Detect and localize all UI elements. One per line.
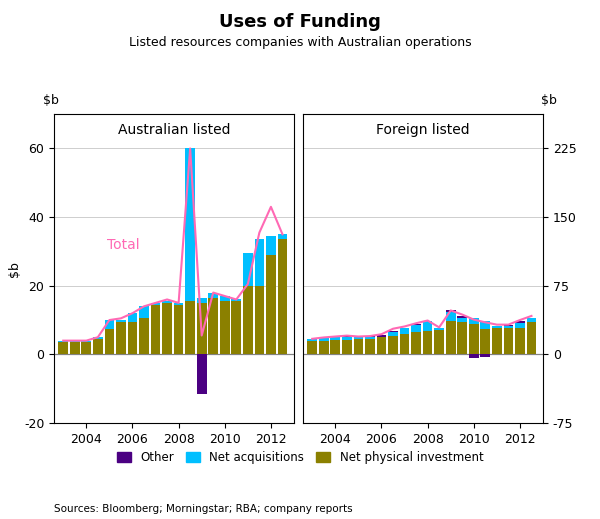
Bar (307, 340, 317, 354)
Legend: Other, Net acquisitions, Net physical investment: Other, Net acquisitions, Net physical in… (112, 446, 488, 469)
Bar (469, 324, 479, 354)
Bar (139, 306, 149, 318)
Bar (254, 286, 264, 354)
Bar (128, 322, 137, 354)
Bar (515, 321, 525, 323)
Bar (93, 339, 103, 354)
Bar (377, 336, 386, 337)
Bar (151, 303, 160, 305)
Bar (185, 301, 195, 354)
Bar (104, 329, 114, 354)
Bar (377, 335, 386, 336)
Text: Total: Total (107, 238, 139, 252)
Bar (434, 330, 444, 354)
Bar (423, 321, 433, 331)
Bar (319, 338, 329, 340)
Bar (469, 318, 479, 324)
Bar (243, 253, 253, 286)
Bar (503, 328, 513, 354)
Bar (515, 328, 525, 354)
Bar (342, 340, 352, 354)
Bar (446, 310, 455, 312)
Bar (457, 318, 467, 322)
Bar (254, 239, 264, 286)
Bar (411, 332, 421, 354)
Bar (365, 336, 375, 339)
Bar (388, 332, 398, 336)
Bar (197, 354, 206, 394)
Bar (331, 340, 340, 354)
Bar (400, 328, 409, 334)
Bar (266, 236, 276, 255)
Bar (208, 298, 218, 354)
Bar (527, 322, 536, 354)
Bar (70, 343, 80, 354)
Bar (481, 321, 490, 329)
Bar (139, 318, 149, 354)
Bar (162, 301, 172, 303)
Bar (492, 329, 502, 354)
Bar (492, 326, 502, 329)
Bar (70, 340, 80, 343)
Bar (128, 313, 137, 322)
Bar (197, 298, 206, 303)
Bar (503, 325, 513, 328)
Bar (116, 322, 126, 354)
Bar (342, 336, 352, 340)
Bar (446, 321, 455, 354)
Text: Sources: Bloomberg; Morningstar; RBA; company reports: Sources: Bloomberg; Morningstar; RBA; co… (54, 504, 353, 514)
Bar (457, 322, 467, 354)
Bar (377, 337, 386, 354)
Bar (353, 339, 363, 354)
Bar (243, 286, 253, 354)
Bar (331, 337, 340, 340)
Bar (220, 301, 230, 354)
Bar (93, 337, 103, 339)
Bar (104, 320, 114, 329)
Y-axis label: $b: $b (8, 261, 21, 277)
Text: Foreign listed: Foreign listed (376, 124, 470, 138)
Bar (174, 303, 184, 305)
Bar (174, 305, 184, 354)
Bar (197, 303, 206, 354)
Bar (365, 339, 375, 354)
Bar (469, 354, 479, 359)
Bar (278, 234, 287, 239)
Bar (481, 354, 490, 357)
Bar (116, 320, 126, 322)
Text: Australian listed: Australian listed (118, 124, 230, 138)
Bar (58, 343, 68, 354)
Bar (82, 340, 91, 343)
Bar (423, 331, 433, 354)
Bar (266, 255, 276, 354)
Bar (208, 293, 218, 298)
Text: $b: $b (43, 94, 59, 107)
Bar (278, 239, 287, 354)
Bar (457, 317, 467, 318)
Bar (220, 296, 230, 301)
Bar (434, 328, 444, 330)
Bar (319, 340, 329, 354)
Bar (388, 336, 398, 354)
Bar (307, 339, 317, 340)
Bar (58, 340, 68, 343)
Bar (232, 299, 241, 301)
Bar (481, 329, 490, 354)
Bar (446, 312, 455, 321)
Bar (353, 337, 363, 339)
Bar (232, 301, 241, 354)
Bar (411, 324, 421, 332)
Text: Listed resources companies with Australian operations: Listed resources companies with Australi… (128, 36, 472, 49)
Text: Uses of Funding: Uses of Funding (219, 13, 381, 31)
Bar (400, 334, 409, 354)
Text: $b: $b (541, 94, 557, 107)
Bar (388, 331, 398, 332)
Bar (527, 318, 536, 322)
Bar (151, 305, 160, 354)
Bar (82, 343, 91, 354)
Bar (185, 148, 195, 301)
Bar (515, 323, 525, 328)
Bar (162, 303, 172, 354)
